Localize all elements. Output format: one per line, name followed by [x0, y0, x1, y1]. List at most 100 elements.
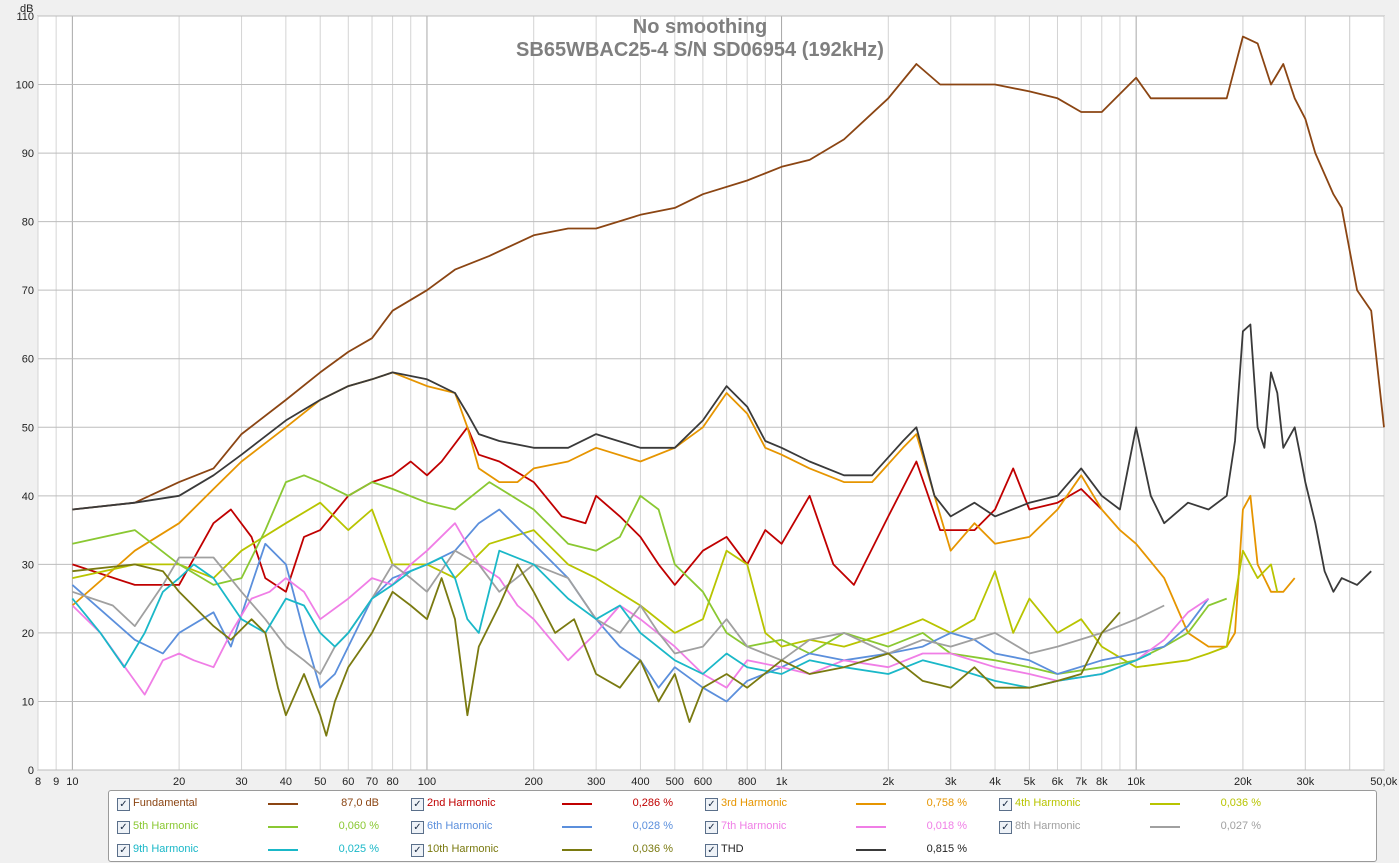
y-axis-label: dB: [20, 3, 33, 15]
legend-item-4th-harmonic: ✓ 4th Harmonic 0,036 %: [993, 796, 1283, 812]
x-tick-label: 50,0k Hz: [1370, 776, 1399, 788]
legend-item-9th-harmonic: ✓ 9th Harmonic 0,025 %: [111, 842, 401, 858]
legend-checkbox-2nd-harmonic[interactable]: ✓: [411, 798, 424, 811]
legend: ✓ Fundamental 87,0 dB ✓ 2nd Harmonic 0,286 % ✓…: [108, 790, 1377, 862]
legend-swatch: [856, 803, 886, 805]
series-line-4th-harmonic: [72, 501, 1279, 669]
x-tick-label: 80: [386, 776, 398, 788]
series-line-fundamental: [72, 35, 1385, 511]
series-layer: [71, 35, 1385, 737]
legend-value: 0,815 %: [926, 843, 967, 855]
x-tick-label: 10: [66, 776, 78, 788]
legend-checkbox-6th-harmonic[interactable]: ✓: [411, 821, 424, 834]
chart-title: No smoothing: [633, 16, 767, 38]
legend-value: 0,027 %: [1220, 820, 1261, 832]
legend-item-8th-harmonic: ✓ 8th Harmonic 0,027 %: [993, 819, 1283, 835]
legend-checkbox-4th-harmonic[interactable]: ✓: [999, 798, 1012, 811]
legend-item-10th-harmonic: ✓ 10th Harmonic 0,036 %: [405, 842, 695, 858]
legend-name: 6th Harmonic: [427, 820, 493, 832]
x-tick-labels: 8 9 10 20 30 40 50 60 70 80 100 200 300 400 500 600 800 1…: [35, 776, 1399, 788]
legend-swatch: [562, 803, 592, 805]
legend-name: THD: [721, 843, 744, 855]
x-tick-label: 10k: [1127, 776, 1145, 788]
x-tick-label: 20k: [1234, 776, 1252, 788]
x-tick-label: 4k: [989, 776, 1001, 788]
legend-name: 8th Harmonic: [1015, 820, 1081, 832]
legend-value: 0,036 %: [632, 843, 673, 855]
series-line-9th-harmonic: [71, 549, 1152, 689]
x-tick-label: 9: [53, 776, 59, 788]
series-line-10th-harmonic: [72, 563, 1121, 737]
legend-name: 2nd Harmonic: [427, 797, 496, 809]
x-tick-label: 1k: [776, 776, 788, 788]
legend-swatch: [268, 849, 298, 851]
y-tick-label: 20: [22, 628, 34, 640]
x-tick-label: 40: [280, 776, 292, 788]
legend-item-2nd-harmonic: ✓ 2nd Harmonic 0,286 %: [405, 796, 695, 812]
legend-item-3rd-harmonic: ✓ 3rd Harmonic 0,758 %: [699, 796, 989, 812]
x-tick-label: 60: [342, 776, 354, 788]
legend-swatch: [268, 803, 298, 805]
legend-checkbox-8th-harmonic[interactable]: ✓: [999, 821, 1012, 834]
x-tick-label: 70: [366, 776, 378, 788]
legend-checkbox-5th-harmonic[interactable]: ✓: [117, 821, 130, 834]
series-line-2nd-harmonic: [72, 426, 1103, 593]
legend-checkbox-10th-harmonic[interactable]: ✓: [411, 844, 424, 857]
x-tick-label: 3k: [945, 776, 957, 788]
legend-name: 10th Harmonic: [427, 843, 499, 855]
series-line-7th-harmonic: [71, 522, 1210, 696]
series-line-8th-harmonic: [72, 549, 1165, 675]
x-tick-label: 600: [694, 776, 712, 788]
legend-checkbox-fundamental[interactable]: ✓: [117, 798, 130, 811]
legend-item-7th-harmonic: ✓ 7th Harmonic 0,018 %: [699, 819, 989, 835]
x-tick-label: 800: [738, 776, 756, 788]
y-tick-label: 10: [22, 696, 34, 708]
y-tick-label: 70: [22, 285, 34, 297]
y-tick-label: 40: [22, 491, 34, 503]
series-line-thd: [72, 323, 1372, 593]
legend-swatch: [1150, 826, 1180, 828]
legend-checkbox-3rd-harmonic[interactable]: ✓: [705, 798, 718, 811]
x-tick-label: 8: [35, 776, 41, 788]
x-tick-label: 7k: [1075, 776, 1087, 788]
x-tick-label: 2k: [882, 776, 894, 788]
y-tick-label: 0: [28, 765, 34, 777]
legend-checkbox-9th-harmonic[interactable]: ✓: [117, 844, 130, 857]
legend-item-6th-harmonic: ✓ 6th Harmonic 0,028 %: [405, 819, 695, 835]
legend-swatch: [856, 849, 886, 851]
legend-value: 0,758 %: [926, 797, 967, 809]
legend-name: Fundamental: [133, 797, 198, 809]
legend-name: 3rd Harmonic: [721, 797, 788, 809]
x-tick-label: 100: [418, 776, 436, 788]
series-line-6th-harmonic: [71, 508, 1210, 703]
legend-name: 9th Harmonic: [133, 843, 199, 855]
legend-value: 0,286 %: [632, 797, 673, 809]
legend-item-thd: ✓ THD 0,815 %: [699, 842, 989, 858]
legend-checkbox-thd[interactable]: ✓: [705, 844, 718, 857]
x-tick-label: 400: [631, 776, 649, 788]
x-tick-label: 8k: [1096, 776, 1108, 788]
x-tick-label: 6k: [1052, 776, 1064, 788]
y-tick-label: 30: [22, 559, 34, 571]
y-tick-label: 60: [22, 354, 34, 366]
legend-value: 87,0 dB: [341, 797, 379, 809]
y-tick-label: 50: [22, 422, 34, 434]
x-tick-label: 500: [666, 776, 684, 788]
legend-item-5th-harmonic: ✓ 5th Harmonic 0,060 %: [111, 819, 401, 835]
legend-item-fundamental: ✓ Fundamental 87,0 dB: [111, 796, 401, 812]
series-line-5th-harmonic: [72, 474, 1228, 675]
legend-swatch: [856, 826, 886, 828]
legend-value: 0,028 %: [632, 820, 673, 832]
y-tick-label: 80: [22, 217, 34, 229]
x-tick-label: 30k: [1296, 776, 1314, 788]
legend-value: 0,060 %: [338, 820, 379, 832]
x-tick-label: 300: [587, 776, 605, 788]
legend-value: 0,025 %: [338, 843, 379, 855]
legend-swatch: [562, 826, 592, 828]
legend-name: 7th Harmonic: [721, 820, 787, 832]
chart-subtitle: SB65WBAC25-4 S/N SD06954 (192kHz): [516, 39, 884, 61]
y-tick-label: 100: [16, 80, 34, 92]
x-tick-label: 50: [314, 776, 326, 788]
legend-swatch: [268, 826, 298, 828]
legend-checkbox-7th-harmonic[interactable]: ✓: [705, 821, 718, 834]
